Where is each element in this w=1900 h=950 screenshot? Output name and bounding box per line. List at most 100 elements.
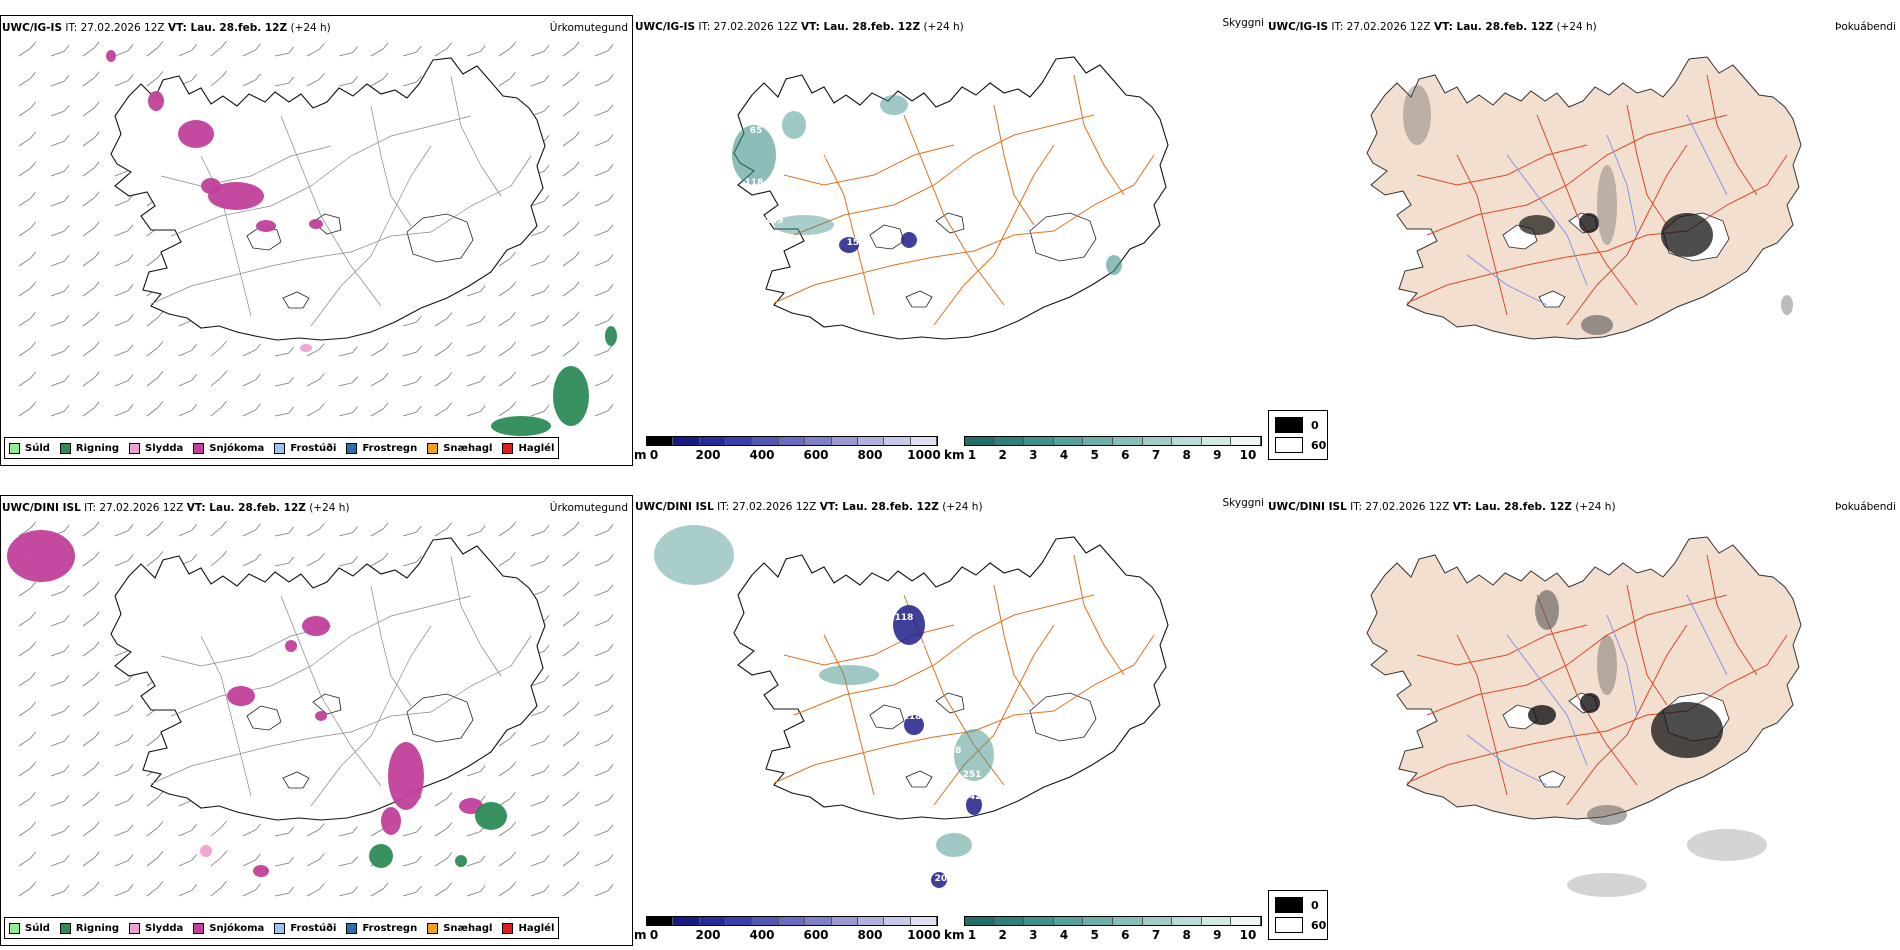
wind-barb [562,857,575,867]
colorbar-cell [1112,437,1143,445]
wind-barb-flag [63,284,70,292]
rain-area [605,326,617,346]
wind-barb-flag [543,524,550,532]
wind-barb-flag [319,403,325,410]
wind-barb-flag [157,881,164,888]
rain-area [369,844,393,868]
wind-barb [18,617,31,627]
wind-barb [306,559,320,567]
colorbar-cell [752,437,779,445]
wind-barb [530,830,545,837]
snow-area [315,711,327,721]
wind-barb-flag [510,251,516,259]
iceland-land [1366,536,1802,820]
wind-barb-flag [191,554,198,561]
wind-barb-flag [574,341,580,349]
wind-barb [114,230,129,237]
legend-swatch [274,922,286,934]
wind-barb [18,887,31,897]
wind-barb [146,857,159,867]
colorbar-tick-label: 6 [1121,448,1130,462]
legend-swatch [9,922,20,934]
fog-area [1528,705,1556,725]
wind-barb [562,737,575,747]
wind-barb [370,888,384,897]
colorbar-cell [1053,917,1084,925]
wind-barb-flag [63,704,70,712]
legend-item: Frostúði [274,922,336,934]
colorbar-tick-label: 800 [857,928,883,942]
wind-barb [114,740,129,747]
fog-area [1687,829,1767,861]
glacier-outline [869,704,905,730]
wind-barb-flag [382,342,389,350]
wind-barb-flag [191,404,198,411]
road [310,625,432,807]
wind-barb-flag [510,851,516,859]
wind-barb [498,317,511,327]
colorbar-tick-label: 0 [649,448,659,462]
legend-item: Súld [9,442,50,454]
low-ceiling-area [893,605,925,645]
ceiling-label: 118 [895,613,914,623]
wind-barb [402,891,417,897]
wind-barb [594,110,609,117]
wind-barb [530,80,545,87]
legend-item: Slydda [129,922,183,934]
wind-barb [498,737,511,747]
wind-barb-flag [416,75,422,83]
wind-barb-flag [255,853,261,861]
wind-barb-flag [319,523,325,530]
wind-barb-flag [510,41,516,49]
panel-header: UWC/IG-IS IT: 27.02.2026 12Z VT: Lau. 28… [1268,21,1597,33]
road [280,595,382,787]
wind-barb-flag [543,284,550,292]
wind-barb [530,350,545,357]
colorbar-cell [752,917,779,925]
road [1456,634,1508,796]
wind-barb-flag [288,886,295,894]
wind-barb-flag [30,581,36,589]
low-ceiling-area [931,872,947,888]
wind-barb [594,680,609,687]
legend-item: Snæhagl [427,922,492,934]
fog-area [1567,873,1647,897]
road [370,105,412,227]
wind-barb [18,677,31,687]
wind-barb [82,647,95,657]
panel-title: Skyggni [1222,17,1265,29]
wind-barb [370,828,384,837]
wind-barb-flag [574,281,580,289]
wind-barb [50,620,65,627]
wind-barb [338,352,353,357]
panel-title: Skyggni [1222,497,1265,509]
wind-barb-flag [30,851,36,859]
wind-barb-flag [607,614,614,622]
ceiling-label: 139 [913,643,932,653]
wind-barb-flag [510,881,516,889]
wind-barb-flag [480,405,486,412]
wind-barb-flag [94,71,100,79]
wind-barb [274,532,289,537]
colorbar-tick-label: 3 [1029,448,1038,462]
wind-barb-flag [191,44,198,51]
legend-item: Frostregn [346,922,417,934]
wind-barb [274,52,289,57]
wind-barb [210,76,222,87]
wind-barb-flag [574,701,580,709]
wind-barb [242,859,256,867]
wind-barb-flag [510,341,516,349]
wind-barb-flag [221,340,228,348]
wind-barb [466,411,481,417]
colorbar-cell [778,437,806,445]
wind-barb-flag [543,824,550,832]
wind-barb-flag [543,764,550,772]
wind-barb [274,862,289,867]
colorbar-tick-label: 8 [1182,928,1191,942]
wind-barb [594,830,609,837]
wind-barb-flag [255,373,261,381]
wind-barb [146,257,159,267]
wind-barb [338,862,353,867]
wind-barb-flag [255,823,261,831]
wind-barb [530,260,545,267]
